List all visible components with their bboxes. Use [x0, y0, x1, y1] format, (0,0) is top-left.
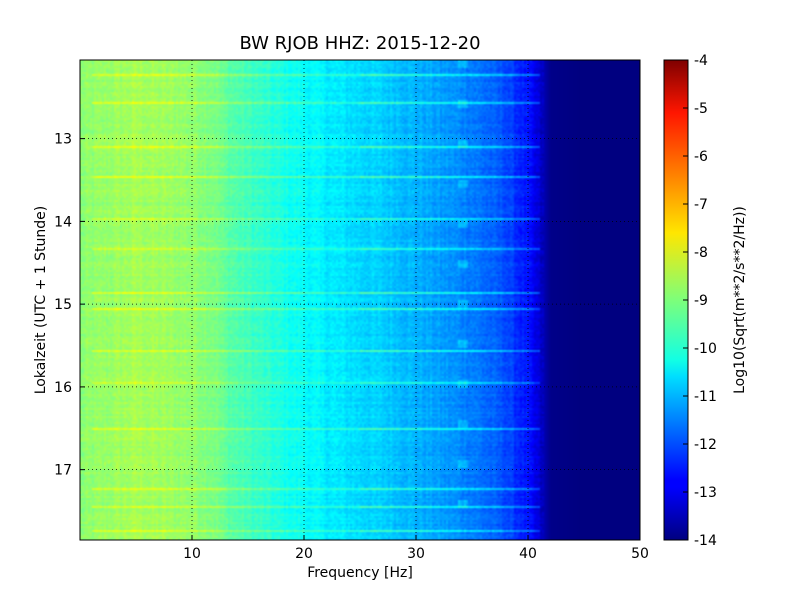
y-tick-label: 13	[54, 132, 72, 148]
x-axis-label: Frequency [Hz]	[307, 565, 413, 581]
chart-title: BW RJOB HHZ: 2015-12-20	[239, 33, 480, 54]
colorbar-tick-label: -10	[694, 341, 717, 357]
colorbar-tick-label: -7	[694, 197, 708, 213]
y-axis-label: Lokalzeit (UTC + 1 Stunde)	[33, 206, 49, 395]
colorbar-tick-label: -6	[694, 149, 708, 165]
y-tick-label: 15	[54, 297, 72, 313]
grid-lines	[80, 60, 640, 540]
y-tick-label: 14	[54, 214, 72, 230]
colorbar-label: Log10(Sqrt(m**2/s**2/Hz))	[732, 206, 748, 394]
spectrogram-heatmap	[80, 60, 640, 540]
y-axis-ticks: 13 14 15 16 17	[54, 132, 85, 479]
x-axis-ticks: 10 20 30 40 50	[183, 535, 649, 562]
colorbar: -4 -5 -6 -7 -8 -9 -10 -11 -12 -13 -14	[663, 53, 717, 549]
x-tick-label: 40	[519, 546, 537, 562]
x-tick-label: 10	[183, 546, 201, 562]
colorbar-tick-label: -13	[694, 485, 717, 501]
colorbar-tick-label: -14	[694, 533, 717, 549]
colorbar-tick-label: -12	[694, 437, 717, 453]
colorbar-tick-label: -9	[694, 293, 708, 309]
y-tick-label: 16	[54, 380, 72, 396]
y-tick-label: 17	[54, 463, 72, 479]
x-tick-label: 50	[631, 546, 649, 562]
colorbar-ticks: -4 -5 -6 -7 -8 -9 -10 -11 -12 -13 -14	[683, 53, 717, 549]
x-tick-label: 30	[407, 546, 425, 562]
plot-frame	[79, 59, 641, 541]
colorbar-tick-label: -4	[694, 53, 708, 69]
colorbar-tick-label: -5	[694, 101, 708, 117]
plot-area: 10 20 30 40 50 13 14 15 16 17	[54, 59, 649, 562]
x-tick-label: 20	[295, 546, 313, 562]
colorbar-tick-label: -8	[694, 245, 708, 261]
colorbar-tick-label: -11	[694, 389, 717, 405]
